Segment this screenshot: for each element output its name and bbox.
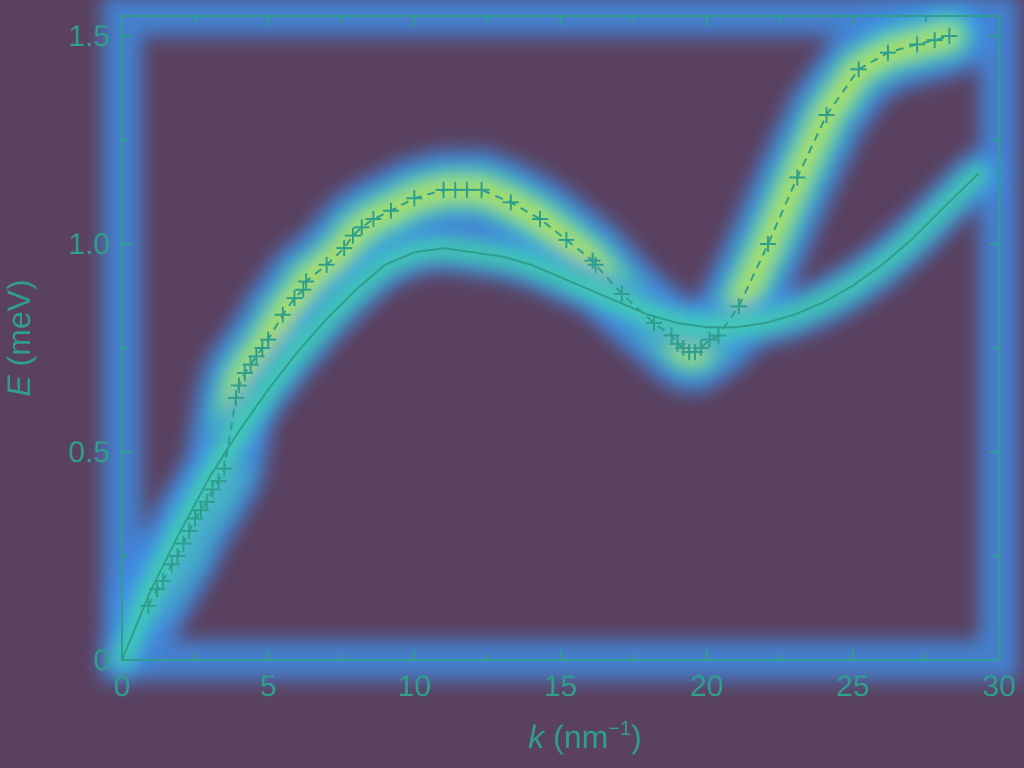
- x-tick-label: 20: [690, 670, 723, 703]
- data-point: [236, 364, 253, 381]
- data-point: [140, 597, 157, 614]
- y-tick-label: 1.5: [68, 20, 110, 53]
- x-tick-label: 15: [544, 670, 577, 703]
- data-point: [198, 493, 215, 510]
- axis-ticks: [121, 16, 1000, 661]
- y-tick-label: 0.5: [68, 436, 110, 469]
- data-point: [532, 211, 549, 228]
- data-point: [926, 32, 943, 49]
- data-point: [879, 44, 896, 61]
- data-point: [406, 190, 423, 207]
- data-point: [502, 194, 519, 211]
- data-point: [216, 460, 233, 477]
- data-point: [210, 473, 227, 490]
- data-point: [365, 211, 382, 228]
- attention-glow-layer: [99, 0, 1019, 683]
- data-point: [789, 169, 806, 186]
- x-axis-unit-suffix: ): [631, 719, 642, 755]
- y-axis-unit: (meV): [1, 279, 37, 375]
- data-point: [353, 219, 370, 236]
- x-axis-title: k (nm−1): [528, 718, 641, 755]
- y-axis-variable: E: [1, 375, 37, 397]
- data-point: [941, 28, 958, 44]
- x-tick-label: 10: [398, 670, 431, 703]
- x-tick-label: 25: [836, 670, 869, 703]
- data-markers: [140, 28, 958, 614]
- data-point: [692, 340, 709, 356]
- data-point: [242, 356, 259, 373]
- data-point: [192, 502, 209, 519]
- data-point: [613, 285, 630, 302]
- data-point: [295, 281, 312, 298]
- data-point: [204, 481, 221, 498]
- x-tick-label: 0: [114, 670, 131, 703]
- data-point: [254, 340, 271, 356]
- x-axis-unit-prefix: (nm: [544, 719, 608, 755]
- x-tick-label: 5: [260, 670, 277, 703]
- data-point: [149, 581, 166, 598]
- data-point: [336, 240, 353, 257]
- data-point: [163, 556, 180, 573]
- data-point: [175, 535, 192, 552]
- data-point: [701, 331, 718, 348]
- data-point: [818, 107, 835, 124]
- data-point: [344, 227, 361, 244]
- data-point: [663, 327, 680, 344]
- data-point: [154, 572, 171, 589]
- data-point: [298, 273, 315, 290]
- solid-theory-line: [121, 172, 980, 661]
- data-point: [850, 61, 867, 78]
- data-point: [760, 236, 777, 252]
- data-point: [458, 181, 475, 198]
- data-point: [909, 36, 926, 53]
- data-point: [318, 256, 335, 273]
- data-point: [558, 231, 575, 248]
- data-point: [248, 348, 265, 365]
- x-tick-label: 30: [982, 670, 1015, 703]
- data-point: [286, 290, 303, 307]
- data-point: [473, 181, 490, 198]
- data-point: [584, 252, 601, 269]
- data-point: [730, 298, 747, 315]
- y-axis-title: E (meV): [1, 279, 37, 396]
- data-point: [646, 315, 663, 332]
- data-point: [187, 510, 204, 527]
- x-axis-unit-superscript: −1: [608, 718, 631, 740]
- data-point: [228, 389, 245, 406]
- data-point: [230, 377, 247, 394]
- tick-labels: 0 5 10 15 20 25 30 0 0.5 1.0 1.5: [68, 20, 1015, 703]
- data-point: [710, 327, 727, 344]
- y-tick-label: 1.0: [68, 228, 110, 261]
- data-point: [274, 306, 291, 323]
- data-point: [587, 256, 604, 273]
- data-point: [260, 331, 277, 348]
- data-point: [382, 202, 399, 219]
- data-point: [169, 548, 186, 564]
- x-axis-variable: k: [528, 719, 546, 755]
- data-point: [181, 523, 198, 540]
- y-tick-label: 0: [93, 644, 110, 677]
